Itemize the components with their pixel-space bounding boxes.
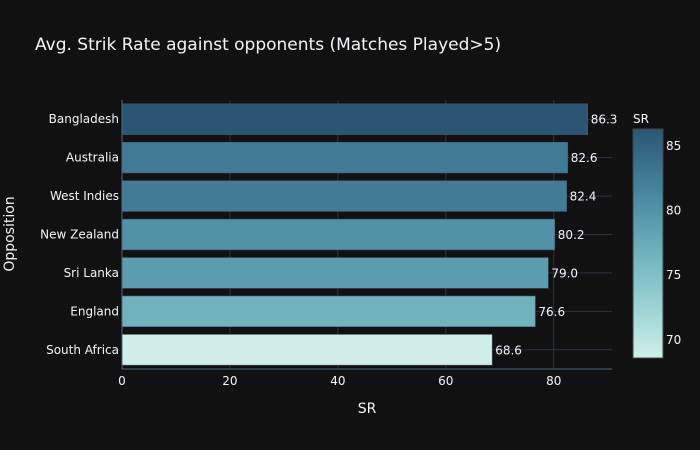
y-axis-title: Opposition — [2, 196, 18, 271]
data-label: 86.3 — [591, 113, 618, 127]
bar — [121, 103, 589, 135]
data-label: 68.6 — [495, 343, 522, 357]
y-tick-label: England — [70, 304, 119, 318]
x-tick-label: 40 — [330, 374, 345, 388]
x-tick-label: 60 — [438, 374, 453, 388]
data-label: 76.6 — [538, 305, 565, 319]
x-tick-labels: 0 20 40 60 80 — [118, 374, 561, 388]
x-tick-label: 80 — [546, 374, 561, 388]
data-label: 82.6 — [571, 151, 598, 165]
colorbar-tick-label: 80 — [666, 204, 681, 218]
bar — [121, 141, 569, 174]
bar — [121, 257, 549, 289]
bar — [121, 180, 567, 212]
bar — [121, 218, 556, 251]
y-tick-label: South Africa — [46, 343, 119, 357]
data-labels: 86.3 82.6 82.4 80.2 79.0 76.6 68.6 — [495, 113, 617, 358]
y-tick-label: West Indies — [50, 189, 119, 203]
colorbar-tick-label: 70 — [666, 333, 681, 347]
y-tick-label: Bangladesh — [49, 112, 119, 126]
colorbar-tick-label: 75 — [666, 268, 681, 282]
chart-title: Avg. Strik Rate against opponents (Match… — [35, 35, 501, 55]
x-axis-title: SR — [358, 401, 377, 417]
colorbar-ticks: 70 75 80 85 — [666, 139, 681, 347]
colorbar-tick-label: 85 — [666, 139, 681, 153]
x-tick-label: 20 — [222, 374, 237, 388]
data-label: 79.0 — [551, 266, 578, 280]
data-label: 82.4 — [570, 190, 597, 204]
colorbar-title: SR — [633, 112, 649, 126]
y-tick-label: Australia — [66, 151, 119, 165]
bars — [121, 103, 589, 366]
y-tick-label: New Zealand — [40, 228, 119, 242]
x-tick-label: 0 — [118, 374, 126, 388]
y-tick-labels: Bangladesh Australia West Indies New Zealan… — [40, 112, 119, 357]
data-label: 80.2 — [558, 228, 585, 242]
colorbar: SR 70 75 80 85 — [632, 112, 681, 359]
bar — [121, 295, 536, 328]
bar — [121, 334, 493, 366]
y-tick-label: Sri Lanka — [64, 266, 119, 280]
colorbar-gradient — [632, 128, 664, 359]
